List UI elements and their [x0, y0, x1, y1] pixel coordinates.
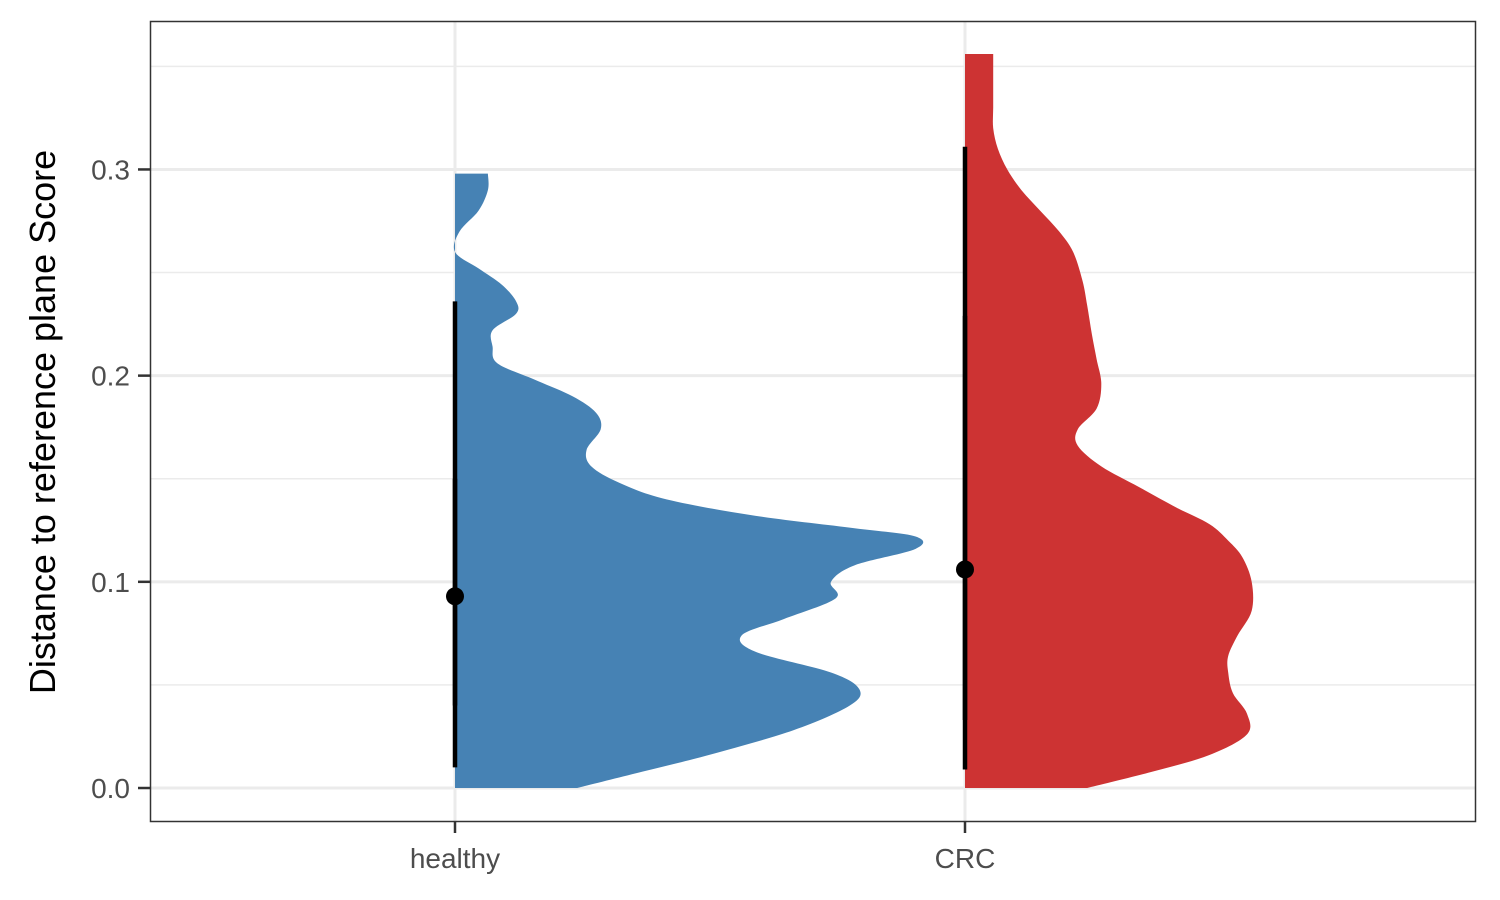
x-tick-label-crc: CRC — [935, 843, 996, 874]
y-tick-label: 0.3 — [91, 154, 130, 185]
plot-panel-border — [149, 20, 1477, 823]
y-tick-label: 0.0 — [91, 773, 130, 804]
point-ranges — [446, 146, 974, 770]
violins — [453, 53, 1254, 789]
x-tick-label-healthy: healthy — [410, 843, 500, 874]
y-tick-label: 0.1 — [91, 567, 130, 598]
y-axis-title: Distance to reference plane Score — [22, 150, 63, 694]
point-crc — [956, 560, 974, 579]
axes: 0.0 0.1 0.2 0.3 healthy CRC — [91, 154, 995, 874]
y-tick-label: 0.2 — [91, 361, 130, 392]
violin-healthy — [453, 173, 924, 789]
violin-crc — [965, 53, 1254, 789]
point-healthy — [446, 587, 464, 606]
